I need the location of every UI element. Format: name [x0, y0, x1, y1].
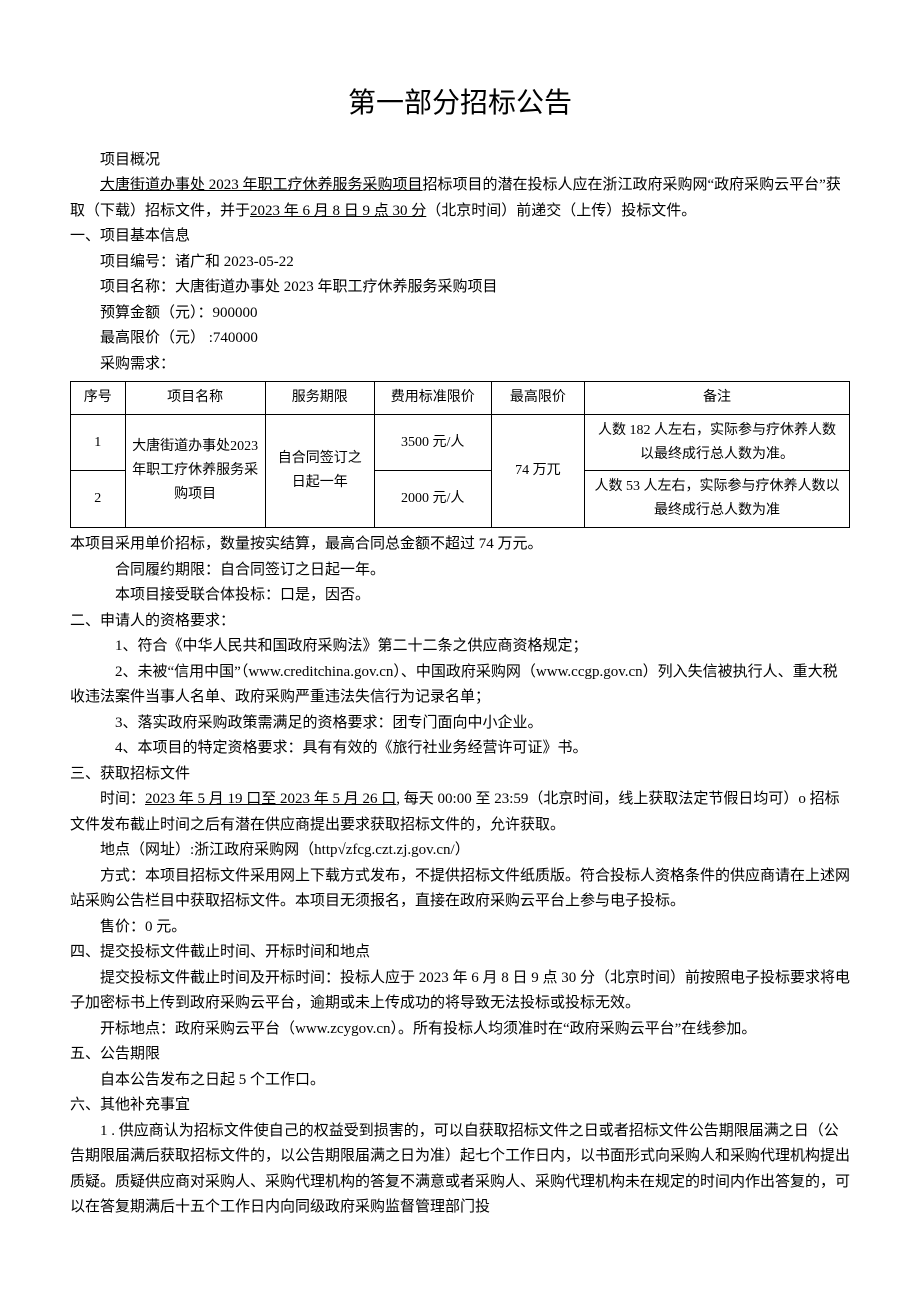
- s4-deadline-text: 提交投标文件截止时间及开标时间：投标人应于 2023 年 6 月 8 日 9 点…: [70, 970, 850, 1012]
- cell-note: 人数 53 人左右，实际参与疗休养人数以最终成行总人数为准: [585, 471, 850, 528]
- th-seq: 序号: [71, 382, 126, 415]
- intro-paragraph: 大唐街道办事处 2023 年职工疗休养服务采购项目招标项目的潜在投标人应在浙江政…: [70, 173, 850, 224]
- cell-name: 大唐街道办事处2023 年职工疗休养服务采购项目: [125, 414, 265, 527]
- project-number: 项目编号：诸广和 2023-05-22: [70, 250, 850, 276]
- cell-price: 3500 元/人: [374, 414, 491, 471]
- req-2: 2、未被“信用中国”（www.creditchina.gov.cn）、中国政府采…: [70, 660, 850, 711]
- section-5-heading: 五、公告期限: [70, 1042, 850, 1068]
- cell-seq: 1: [71, 414, 126, 471]
- intro-project-name: 大唐街道办事处 2023 年职工疗休养服务采购项目: [100, 177, 423, 193]
- requirements-label: 采购需求：: [70, 352, 850, 378]
- s3-addr: 地点（网址）:浙江政府采购网（http√zfcg.czt.zj.gov.cn/）: [70, 838, 850, 864]
- section-4-heading: 四、提交投标文件截止时间、开标时间和地点: [70, 940, 850, 966]
- intro-deadline: 2023 年 6 月 8 日 9 点 30 分: [250, 203, 426, 219]
- th-price: 费用标准限价: [374, 382, 491, 415]
- cell-max: 74 万兀: [491, 414, 584, 527]
- s4-deadline: 提交投标文件截止时间及开标时间：投标人应于 2023 年 6 月 8 日 9 点…: [70, 966, 850, 1017]
- req-1: 1、符合《中华人民共和国政府采购法》第二十二条之供应商资格规定；: [70, 634, 850, 660]
- th-note: 备注: [585, 382, 850, 415]
- s6-p1: 1 . 供应商认为招标文件使自己的权益受到损害的，可以自获取招标文件之日或者招标…: [70, 1119, 850, 1221]
- section-1-heading: 一、项目基本信息: [70, 224, 850, 250]
- cell-period: 自合同签订之日起一年: [265, 414, 374, 527]
- req-4: 4、本项目的特定资格要求：具有有效的《旅行社业务经营许可证》书。: [70, 736, 850, 762]
- budget-amount: 预算金额（元）：900000: [70, 301, 850, 327]
- cell-seq: 2: [71, 471, 126, 528]
- s5-body: 自本公告发布之日起 5 个工作口。: [70, 1068, 850, 1094]
- cell-price: 2000 元/人: [374, 471, 491, 528]
- s3-time-range: 2023 年 5 月 19 口至 2023 年 5 月 26 口: [145, 791, 396, 807]
- s4-location-text: 开标地点：政府采购云平台（www.zcygov.cn）。所有投标人均须准时在“政…: [100, 1021, 756, 1037]
- main-title: 第一部分招标公告: [70, 80, 850, 128]
- req-2-text: 2、未被“信用中国”（www.creditchina.gov.cn）、中国政府采…: [70, 664, 838, 706]
- th-max: 最高限价: [491, 382, 584, 415]
- intro-text-2: （北京时间）前递交（上传）投标文件。: [426, 203, 696, 219]
- joint-bid: 本项目接受联合体投标：口是，因否。: [70, 583, 850, 609]
- s3-time-pre: 时间：: [100, 791, 145, 807]
- th-period: 服务期限: [265, 382, 374, 415]
- requirements-table: 序号 项目名称 服务期限 费用标准限价 最高限价 备注 1 大唐街道办事处202…: [70, 381, 850, 528]
- th-name: 项目名称: [125, 382, 265, 415]
- s3-method: 方式：本项目招标文件采用网上下载方式发布，不提供招标文件纸质版。符合投标人资格条…: [70, 864, 850, 915]
- section-3-heading: 三、获取招标文件: [70, 762, 850, 788]
- s3-method-text: 方式：本项目招标文件采用网上下载方式发布，不提供招标文件纸质版。符合投标人资格条…: [70, 868, 850, 910]
- after-table-note: 本项目采用单价招标，数量按实结算，最高合同总金额不超过 74 万元。: [70, 532, 850, 558]
- project-name: 项目名称：大唐街道办事处 2023 年职工疗休养服务采购项目: [70, 275, 850, 301]
- section-2-heading: 二、申请人的资格要求：: [70, 609, 850, 635]
- s3-time: 时间：2023 年 5 月 19 口至 2023 年 5 月 26 口, 每天 …: [70, 787, 850, 838]
- overview-label: 项目概况: [70, 148, 850, 174]
- table-header-row: 序号 项目名称 服务期限 费用标准限价 最高限价 备注: [71, 382, 850, 415]
- cell-note: 人数 182 人左右，实际参与疗休养人数以最终成行总人数为准。: [585, 414, 850, 471]
- req-3: 3、落实政府采购政策需满足的资格要求：团专门面向中小企业。: [70, 711, 850, 737]
- s6-p1-text: 1 . 供应商认为招标文件使自己的权益受到损害的，可以自获取招标文件之日或者招标…: [70, 1123, 850, 1216]
- section-6-heading: 六、其他补充事宜: [70, 1093, 850, 1119]
- table-row: 1 大唐街道办事处2023 年职工疗休养服务采购项目 自合同签订之日起一年 35…: [71, 414, 850, 471]
- s3-price: 售价：0 元。: [70, 915, 850, 941]
- s4-location: 开标地点：政府采购云平台（www.zcygov.cn）。所有投标人均须准时在“政…: [70, 1017, 850, 1043]
- max-price: 最高限价（元） :740000: [70, 326, 850, 352]
- contract-period: 合同履约期限：自合同签订之日起一年。: [70, 558, 850, 584]
